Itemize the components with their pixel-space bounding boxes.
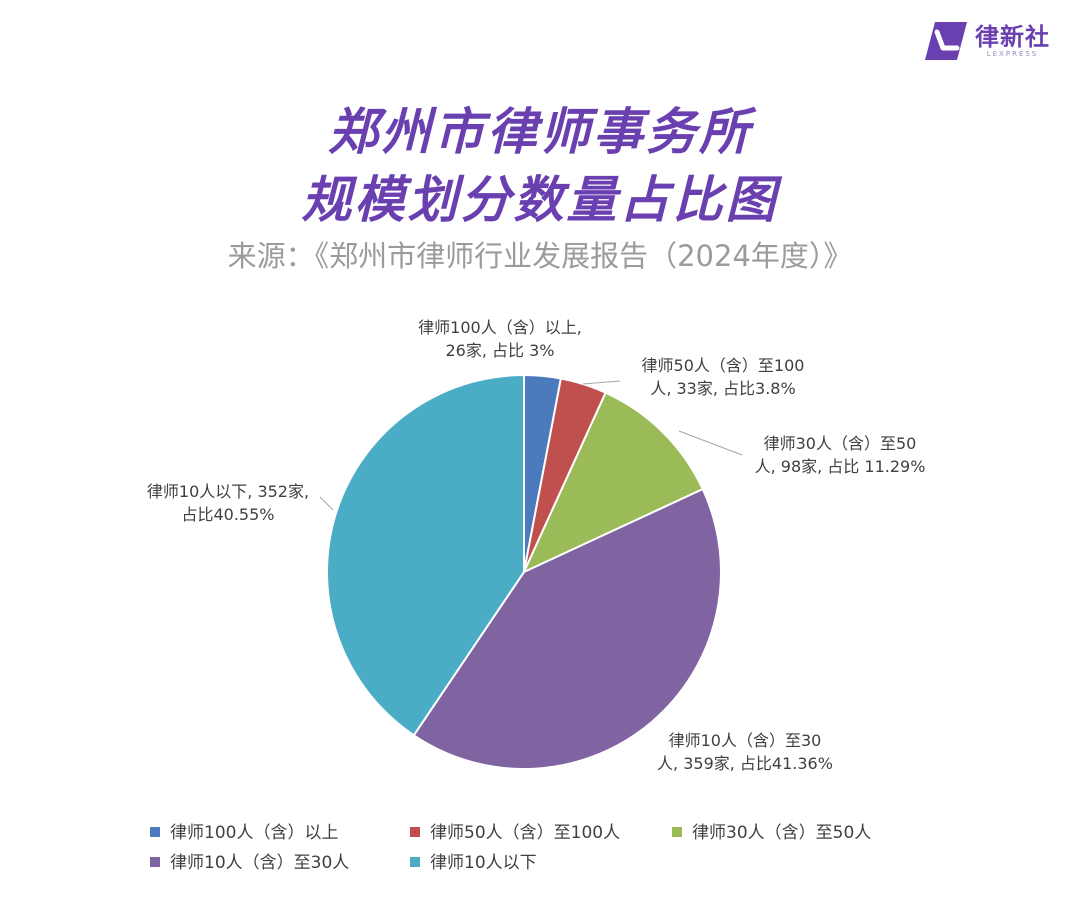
data-label-3-line-0: 律师10人（含）至30	[669, 731, 822, 750]
legend-swatch-0	[150, 827, 160, 837]
data-label-0-line-1: 26家, 占比 3%	[445, 341, 554, 360]
legend-swatch-1	[410, 827, 420, 837]
leader-line-1	[582, 380, 621, 385]
data-label-4-line-0: 律师10人以下, 352家,	[147, 482, 309, 501]
data-label-4-line-1: 占比40.55%	[181, 505, 274, 524]
legend-label-4: 律师10人以下	[430, 853, 537, 873]
leader-line-4	[319, 496, 334, 511]
chart-title-line2: 规模划分数量占比图	[301, 171, 779, 229]
legend-label-2: 律师30人（含）至50人	[692, 823, 871, 843]
data-label-0-line-0: 律师100人（含）以上,	[418, 318, 582, 337]
brand-text: 律新社 LEXPRESS	[975, 24, 1050, 59]
chart-source: 来源：《郑州市律师行业发展报告（2024年度）》	[227, 239, 853, 273]
brand-logo: 律新社 LEXPRESS	[923, 18, 1050, 64]
pie-slice-3	[412, 487, 722, 770]
pie-slice-2	[521, 391, 705, 575]
brand-subtitle: LEXPRESS	[986, 49, 1039, 58]
legend-label-1: 律师50人（含）至100人	[430, 823, 620, 843]
legend-swatch-3	[150, 857, 160, 867]
data-label-2-line-0: 律师30人（含）至50	[764, 434, 917, 453]
pie-slice-4	[326, 373, 525, 737]
legend-swatch-4	[410, 857, 420, 867]
leader-line-2	[678, 430, 743, 456]
data-label-1-line-0: 律师50人（含）至100	[642, 356, 805, 375]
legend-label-3: 律师10人（含）至30人	[170, 853, 349, 873]
brand-mark-icon	[925, 22, 967, 60]
legend-label-0: 律师100人（含）以上	[170, 823, 338, 843]
data-label-2-line-1: 人, 98家, 占比 11.29%	[755, 457, 926, 476]
data-label-3-line-1: 人, 359家, 占比41.36%	[657, 754, 833, 773]
brand-name: 律新社	[975, 22, 1050, 51]
legend-swatch-2	[672, 827, 682, 837]
data-label-1-line-1: 人, 33家, 占比3.8%	[650, 379, 795, 398]
chart-title-line1: 郑州市律师事务所	[328, 103, 752, 161]
